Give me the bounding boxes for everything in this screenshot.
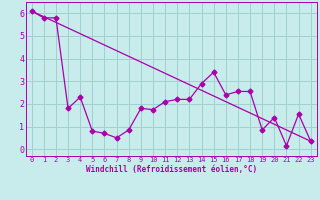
X-axis label: Windchill (Refroidissement éolien,°C): Windchill (Refroidissement éolien,°C) <box>86 165 257 174</box>
